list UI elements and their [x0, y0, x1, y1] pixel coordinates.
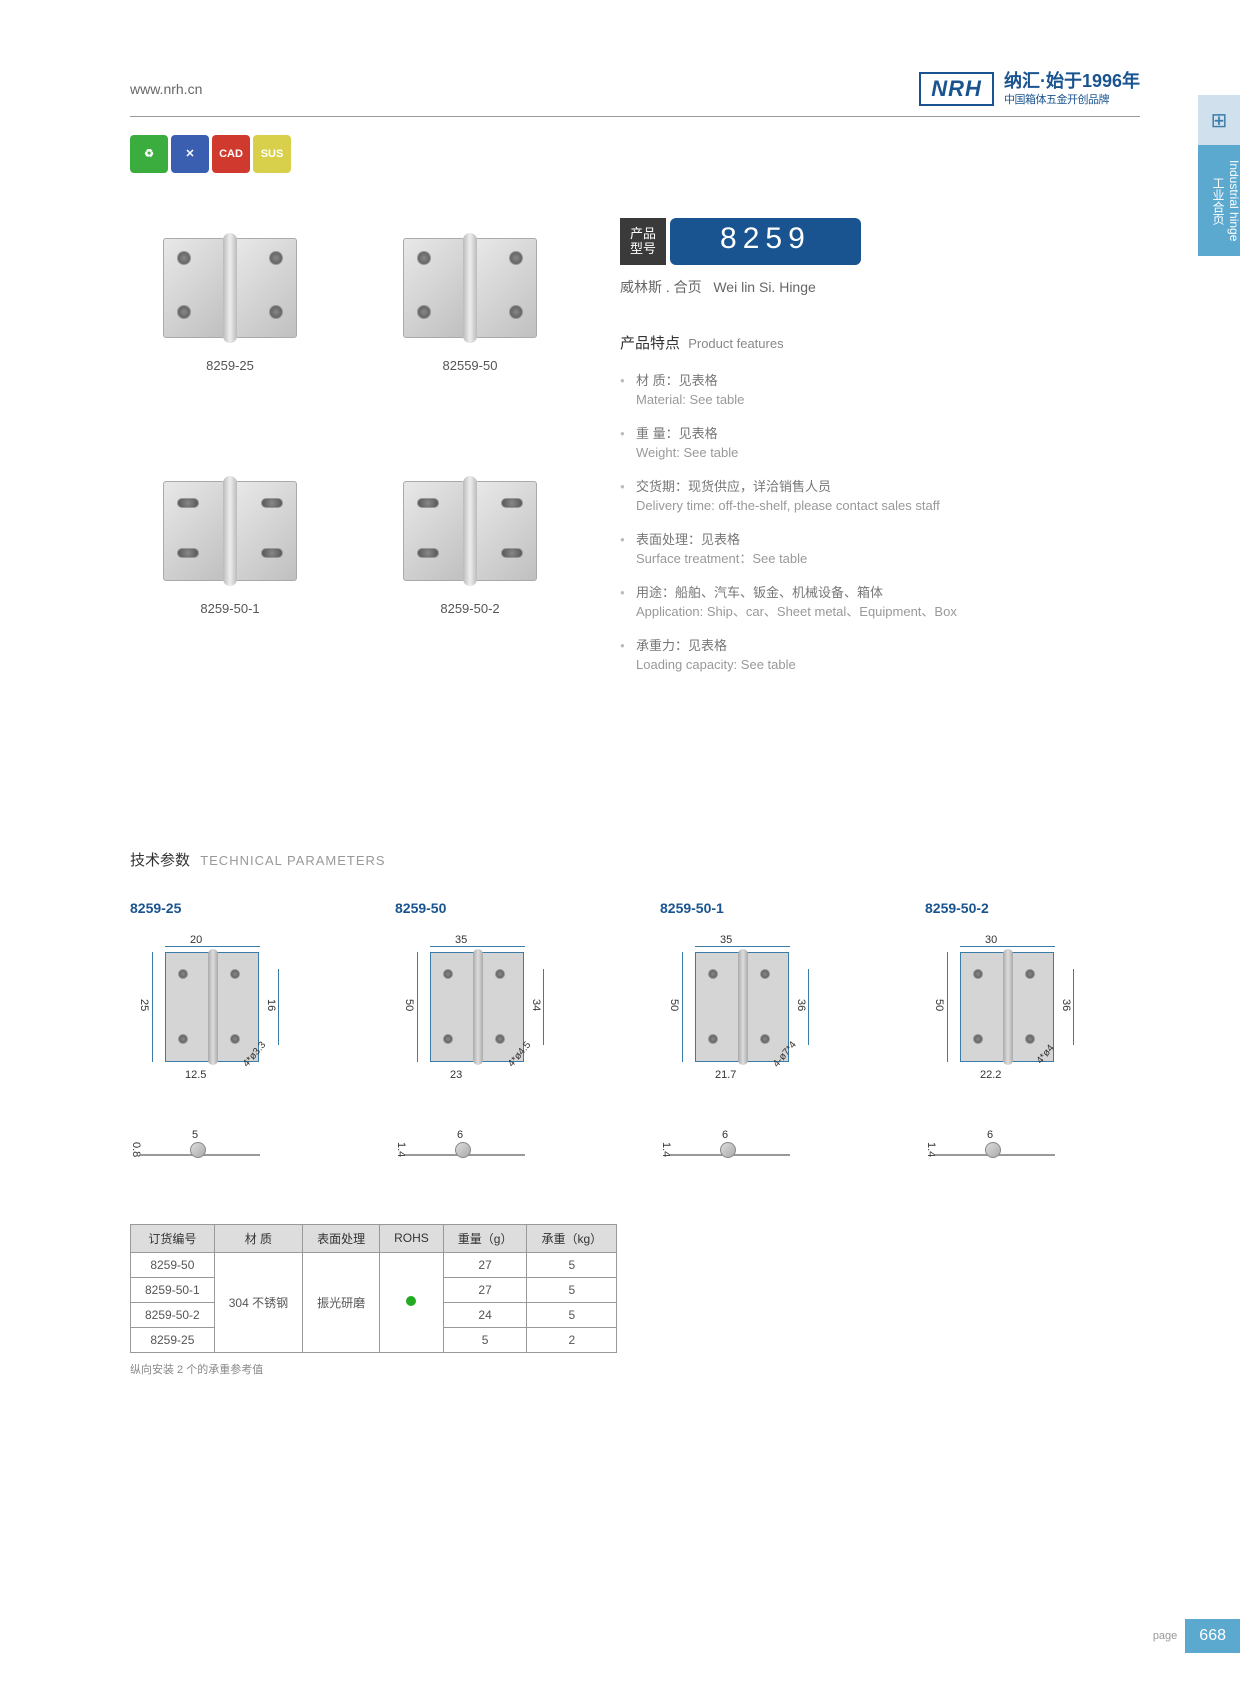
technical-diagram: 8259-50-2 30 50 36 22.2 4*ø4 6 1.4	[925, 900, 1140, 1164]
product-label: 8259-25	[130, 358, 330, 373]
table-header: 重量（g）	[443, 1224, 527, 1252]
page-number: 668	[1185, 1619, 1240, 1653]
table-header: 订货编号	[131, 1224, 215, 1252]
diagram-drawing: 35 50 34 23 4*ø4.5 6 1.4	[395, 934, 610, 1164]
tech-title: 技术参数 TECHNICAL PARAMETERS	[130, 849, 1140, 870]
hinge-image	[395, 233, 545, 343]
badge: SUS	[253, 135, 291, 173]
badge: ♻	[130, 135, 168, 173]
product-label: 8259-50-2	[370, 601, 570, 616]
diagram-title: 8259-50-2	[925, 900, 1140, 916]
product-item: 8259-25	[130, 233, 330, 446]
feature-item: 材 质：见表格Material: See table	[620, 371, 1140, 410]
technical-section: 技术参数 TECHNICAL PARAMETERS 8259-25 20 25 …	[130, 849, 1140, 1377]
feature-item: 用途：船舶、汽车、钣金、机械设备、箱体Application: Ship、car…	[620, 583, 1140, 622]
product-label: 8259-50-1	[130, 601, 330, 616]
model-label: 产品 型号	[620, 218, 666, 265]
hinge-icon: ⊞	[1198, 95, 1240, 145]
product-grid: 8259-25 82559-50 8259-50-1 8259-50-2	[130, 203, 570, 689]
side-tab: ⊞ Industrial hinge 工业合页	[1198, 95, 1240, 256]
product-label: 82559-50	[370, 358, 570, 373]
technical-diagram: 8259-25 20 25 16 12.5 4*ø3.3 5 0.8	[130, 900, 345, 1164]
badge: CAD	[212, 135, 250, 173]
page-header: www.nrh.cn NRH 纳汇·始于1996年 中国箱体五金开创品牌	[130, 70, 1140, 117]
feature-item: 表面处理：见表格Surface treatment：See table	[620, 530, 1140, 569]
model-number: 8259	[670, 218, 861, 265]
table-header: 材 质	[214, 1224, 302, 1252]
logo: NRH	[919, 72, 994, 106]
product-item: 8259-50-1	[130, 476, 330, 689]
table-note: 纵向安装 2 个的承重参考值	[130, 1361, 1140, 1377]
diagram-title: 8259-25	[130, 900, 345, 916]
table-header: 表面处理	[303, 1224, 380, 1252]
feature-item: 重 量：见表格Weight: See table	[620, 424, 1140, 463]
table-row: 8259-50304 不锈钢振光研磨275	[131, 1252, 617, 1277]
diagram-drawing: 35 50 36 21.7 4-ø7*4 6 1.4	[660, 934, 875, 1164]
tagline-2: 中国箱体五金开创品牌	[1004, 93, 1140, 107]
hinge-image	[155, 233, 305, 343]
hinge-image	[395, 476, 545, 586]
diagram-drawing: 30 50 36 22.2 4*ø4 6 1.4	[925, 934, 1140, 1164]
rohs-indicator	[406, 1296, 416, 1306]
technical-diagram: 8259-50-1 35 50 36 21.7 4-ø7*4 6 1.4	[660, 900, 875, 1164]
feature-item: 交货期：现货供应，详洽销售人员Delivery time: off-the-sh…	[620, 477, 1140, 516]
tagline-1: 纳汇·始于1996年	[1004, 70, 1140, 93]
product-info: 产品 型号 8259 威林斯 . 合页 Wei lin Si. Hinge 产品…	[620, 203, 1140, 689]
model-row: 产品 型号 8259	[620, 218, 1140, 265]
diagrams-row: 8259-25 20 25 16 12.5 4*ø3.3 5 0.8 8259-…	[130, 900, 1140, 1164]
product-item: 82559-50	[370, 233, 570, 446]
diagram-title: 8259-50-1	[660, 900, 875, 916]
table-header: ROHS	[380, 1224, 444, 1252]
spec-table: 订货编号材 质表面处理ROHS重量（g）承重（kg）8259-50304 不锈钢…	[130, 1224, 617, 1353]
hinge-image	[155, 476, 305, 586]
product-item: 8259-50-2	[370, 476, 570, 689]
feature-item: 承重力：见表格Loading capacity: See table	[620, 636, 1140, 675]
badge: ✕	[171, 135, 209, 173]
logo-area: NRH 纳汇·始于1996年 中国箱体五金开创品牌	[919, 70, 1140, 108]
table-header: 承重（kg）	[527, 1224, 617, 1252]
technical-diagram: 8259-50 35 50 34 23 4*ø4.5 6 1.4	[395, 900, 610, 1164]
diagram-title: 8259-50	[395, 900, 610, 916]
page-label: page	[1153, 1630, 1177, 1642]
badge-row: ♻✕CADSUS	[130, 135, 1140, 173]
model-subtitle: 威林斯 . 合页 Wei lin Si. Hinge	[620, 277, 1140, 297]
logo-tagline: 纳汇·始于1996年 中国箱体五金开创品牌	[1004, 70, 1140, 108]
diagram-drawing: 20 25 16 12.5 4*ø3.3 5 0.8	[130, 934, 345, 1164]
page-footer: page 668	[1153, 1619, 1240, 1653]
features-title: 产品特点 Product features	[620, 332, 1140, 353]
feature-list: 材 质：见表格Material: See table 重 量：见表格Weight:…	[620, 371, 1140, 675]
website-url: www.nrh.cn	[130, 81, 202, 97]
side-label: Industrial hinge 工业合页	[1198, 145, 1240, 256]
